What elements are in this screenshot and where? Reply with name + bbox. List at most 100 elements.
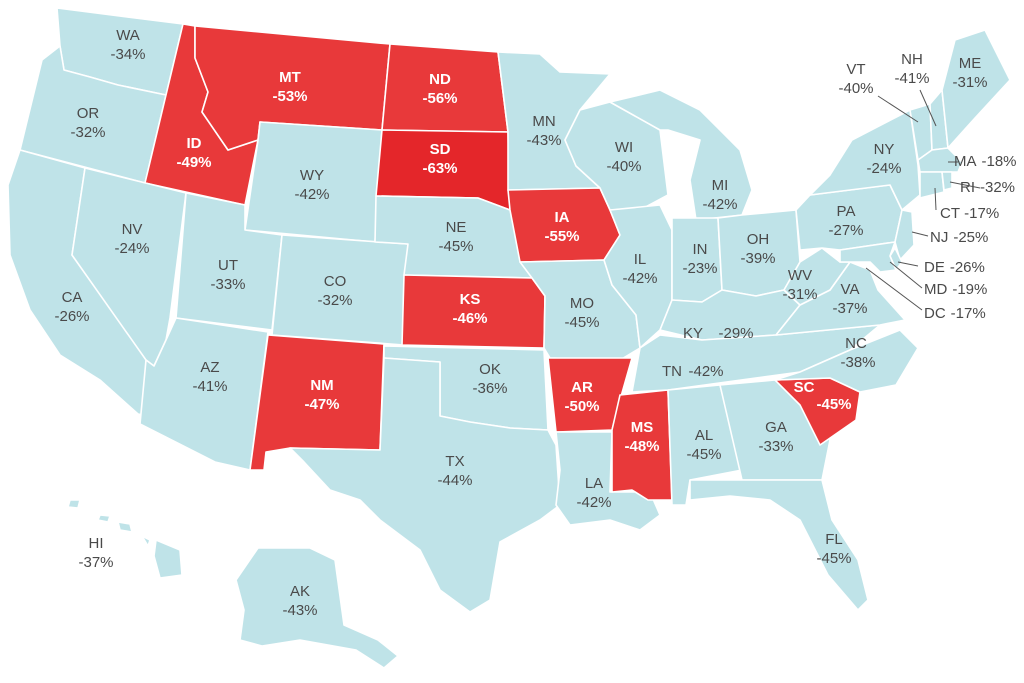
- state-value: -45%: [816, 550, 851, 567]
- state-abbr: MS: [631, 419, 654, 436]
- leader-line-ri: [949, 181, 981, 189]
- state-value: -32%: [317, 292, 352, 309]
- state-abbr: NC: [845, 335, 867, 352]
- state-abbr: OH: [747, 231, 770, 248]
- state-abbr: ID: [187, 135, 202, 152]
- state-ak: [235, 547, 399, 669]
- state-label-sc: SC-45%: [794, 379, 852, 413]
- state-co: [271, 234, 409, 346]
- state-abbr: MA: [954, 153, 977, 170]
- state-abbr: IA: [555, 209, 570, 226]
- state-value: -41%: [894, 70, 929, 87]
- state-abbr: WA: [116, 27, 140, 44]
- state-abbr: AZ: [200, 359, 219, 376]
- state-abbr: CA: [62, 289, 83, 306]
- state-value: -47%: [304, 396, 339, 413]
- state-abbr: WI: [615, 139, 633, 156]
- state-label-pa: PA -27%: [828, 203, 863, 239]
- state-abbr: ME: [959, 55, 982, 72]
- state-label-va: VA -37%: [832, 281, 867, 317]
- leader-lines: [865, 89, 981, 311]
- state-value: -23%: [682, 260, 717, 277]
- state-value: -43%: [526, 132, 561, 149]
- state-label-hi: HI -37%: [78, 535, 113, 571]
- state-value: -43%: [282, 602, 317, 619]
- state-abbr: MD: [924, 281, 947, 298]
- state-label-oh: OH -39%: [740, 231, 775, 267]
- state-value: -29%: [718, 325, 753, 342]
- state-value: -33%: [210, 276, 245, 293]
- state-nj: [894, 209, 915, 261]
- state-tn: [631, 324, 881, 393]
- state-abbr: NH: [901, 51, 923, 68]
- state-label-ne: NE -45%: [438, 219, 473, 255]
- state-fl: [689, 479, 869, 611]
- state-value: -34%: [110, 46, 145, 63]
- state-ny: [809, 109, 921, 211]
- state-label-tx: TX -44%: [437, 453, 472, 489]
- state-label-ms: MS -48%: [624, 419, 659, 455]
- state-ri: [941, 171, 953, 191]
- state-abbr: NY: [874, 141, 895, 158]
- state-label-ut: UT -33%: [210, 257, 245, 293]
- state-value: -31%: [782, 286, 817, 303]
- state-value: -42%: [702, 196, 737, 213]
- state-label-ia: IA -55%: [544, 209, 579, 245]
- state-label-wi: WI -40%: [606, 139, 641, 175]
- state-value: -27%: [828, 222, 863, 239]
- state-abbr: KS: [460, 291, 481, 308]
- state-abbr: AL: [695, 427, 713, 444]
- state-abbr: OK: [479, 361, 501, 378]
- state-value: -42%: [294, 186, 329, 203]
- state-label-la: LA -42%: [576, 475, 611, 511]
- state-label-in: IN -23%: [682, 241, 717, 277]
- state-abbr: HI: [89, 535, 104, 552]
- state-label-md: MD -19%: [924, 281, 987, 298]
- state-value: -32%: [980, 179, 1015, 196]
- state-label-mo: MO -45%: [564, 295, 599, 331]
- leader-line-de: [897, 261, 919, 267]
- state-label-dc: DC -17%: [924, 305, 986, 322]
- state-value: -56%: [422, 90, 457, 107]
- state-value: -18%: [982, 153, 1017, 170]
- state-label-ri: RI -32%: [960, 179, 1015, 196]
- state-abbr: KY: [683, 325, 703, 342]
- state-abbr: UT: [218, 257, 238, 274]
- state-tx: [289, 357, 561, 613]
- state-md: [839, 241, 897, 273]
- state-value: -25%: [953, 229, 988, 246]
- state-value: -48%: [624, 438, 659, 455]
- state-abbr: IN: [693, 241, 708, 258]
- state-abbr: NV: [122, 221, 143, 238]
- state-label-ok: OK -36%: [472, 361, 507, 397]
- state-value: -17%: [964, 205, 999, 222]
- state-label-ca: CA -26%: [54, 289, 89, 325]
- state-abbr: RI: [960, 179, 975, 196]
- state-label-ar: AR -50%: [564, 379, 599, 415]
- state-label-nh: NH -41%: [894, 51, 929, 87]
- state-value: -42%: [576, 494, 611, 511]
- state-label-mn: MN -43%: [526, 113, 561, 149]
- state-abbr: MN: [532, 113, 555, 130]
- state-value: -40%: [606, 158, 641, 175]
- state-label-ny: NY -24%: [866, 141, 901, 177]
- state-value: -31%: [952, 74, 987, 91]
- state-value: -33%: [758, 438, 793, 455]
- leader-line-vt: [877, 95, 919, 123]
- state-label-de: DE -26%: [924, 259, 985, 276]
- state-value: -55%: [544, 228, 579, 245]
- state-abbr: VA: [841, 281, 860, 298]
- state-wy: [244, 121, 383, 243]
- state-value: -45%: [564, 314, 599, 331]
- state-label-or: OR -32%: [70, 105, 105, 141]
- state-label-co: CO -32%: [317, 273, 352, 309]
- state-label-az: AZ -41%: [192, 359, 227, 395]
- state-abbr: NJ: [930, 229, 948, 246]
- state-value: -44%: [437, 472, 472, 489]
- state-value: -37%: [78, 554, 113, 571]
- state-value: -32%: [70, 124, 105, 141]
- state-label-wa: WA -34%: [110, 27, 145, 63]
- state-label-nj: NJ -25%: [930, 229, 988, 246]
- state-label-me: ME -31%: [952, 55, 987, 91]
